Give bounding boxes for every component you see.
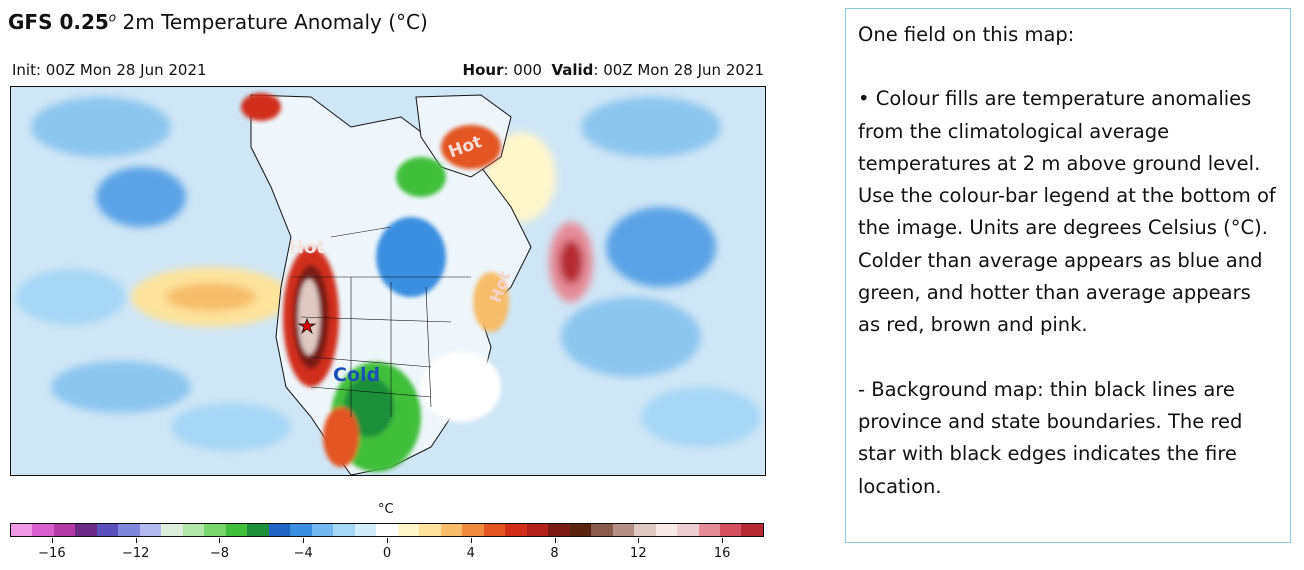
hour-label: Hour bbox=[462, 61, 504, 79]
temperature-anomaly-map: Hot Hot Hot Cold bbox=[10, 86, 766, 476]
colorbar-tick-label: −12 bbox=[121, 546, 150, 561]
colorbar-swatch bbox=[182, 524, 205, 536]
map-title: GFS 0.25o 2m Temperature Anomaly (°C) bbox=[8, 10, 428, 34]
colorbar-swatch bbox=[32, 524, 54, 536]
colorbar-swatch bbox=[677, 524, 699, 536]
anomaly-fill-ocean bbox=[16, 97, 761, 451]
colorbar-swatch bbox=[376, 524, 398, 536]
colorbar-ticks: −16 −12 −8 −4 0 4 8 12 16 bbox=[10, 538, 764, 568]
anomaly-fill-land bbox=[241, 93, 509, 472]
note-heading: One field on this map: bbox=[858, 23, 1075, 46]
colorbar-swatch bbox=[719, 524, 742, 536]
valid-value: : 00Z Mon 28 Jun 2021 bbox=[593, 61, 764, 79]
colorbar-swatch bbox=[397, 524, 420, 536]
colorbar-tick bbox=[554, 538, 556, 543]
colorbar-swatch bbox=[290, 524, 312, 536]
colorbar-swatch bbox=[75, 524, 97, 536]
colorbar-swatch bbox=[526, 524, 549, 536]
colorbar-tick bbox=[219, 538, 221, 543]
colorbar-tick bbox=[638, 538, 640, 543]
colorbar-tick-label: 0 bbox=[382, 546, 392, 561]
colorbar-swatch bbox=[53, 524, 76, 536]
colorbar-swatch bbox=[333, 524, 355, 536]
colorbar-swatch bbox=[311, 524, 334, 536]
colorbar-swatch bbox=[655, 524, 678, 536]
colorbar-swatch bbox=[247, 524, 269, 536]
colorbar-swatch bbox=[161, 524, 183, 536]
colorbar-swatch bbox=[268, 524, 291, 536]
valid-label: Valid bbox=[551, 61, 594, 79]
colorbar-swatch bbox=[204, 524, 226, 536]
colorbar-swatch bbox=[96, 524, 119, 536]
title-model: GFS 0.25 bbox=[8, 10, 109, 34]
colorbar-tick-label: −4 bbox=[293, 546, 313, 561]
explanation-panel: One field on this map: • Colour fills ar… bbox=[845, 8, 1291, 543]
colorbar-swatch bbox=[591, 524, 613, 536]
colorbar-tick-label: 12 bbox=[630, 546, 647, 561]
title-degree-sup: o bbox=[108, 10, 117, 25]
colorbar bbox=[10, 523, 764, 537]
colorbar-swatch bbox=[483, 524, 506, 536]
colorbar-tick-label: 4 bbox=[466, 546, 475, 561]
hour-value: : 000 bbox=[503, 61, 542, 79]
note-bullet: • Colour fills are temperature anomalies… bbox=[858, 87, 1276, 337]
init-time: Init: 00Z Mon 28 Jun 2021 bbox=[12, 61, 207, 79]
note-background: - Background map: thin black lines are p… bbox=[858, 377, 1243, 498]
colorbar-swatch bbox=[612, 524, 635, 536]
title-rest: 2m Temperature Anomaly (°C) bbox=[116, 10, 428, 34]
colorbar-swatch bbox=[634, 524, 656, 536]
colorbar-swatch bbox=[354, 524, 377, 536]
colorbar-swatch bbox=[419, 524, 441, 536]
colorbar-tick bbox=[135, 538, 137, 543]
colorbar-tick-label: 16 bbox=[713, 546, 731, 561]
colorbar-tick bbox=[722, 538, 724, 543]
colorbar-swatch bbox=[741, 524, 763, 536]
colorbar-swatch bbox=[505, 524, 527, 536]
colorbar-swatch bbox=[139, 524, 162, 536]
fire-location-star bbox=[297, 317, 317, 335]
colorbar-swatch bbox=[11, 524, 33, 536]
colorbar-tick bbox=[51, 538, 53, 543]
colorbar-swatch bbox=[462, 524, 484, 536]
colorbar-swatch bbox=[569, 524, 592, 536]
label-cold: Cold bbox=[333, 364, 380, 386]
colorbar-swatch bbox=[225, 524, 248, 536]
colorbar-swatch bbox=[440, 524, 463, 536]
state-boundaries bbox=[291, 226, 471, 417]
label-hot-west: Hot bbox=[289, 237, 325, 258]
colorbar-unit: °C bbox=[378, 502, 394, 517]
valid-time: Hour: 000 Valid: 00Z Mon 28 Jun 2021 bbox=[463, 61, 764, 79]
colorbar-swatch bbox=[698, 524, 720, 536]
colorbar-tick bbox=[387, 538, 388, 543]
colorbar-tick bbox=[303, 538, 305, 543]
map-graphic: Hot Hot Hot Cold bbox=[16, 93, 761, 475]
colorbar-tick-label: −16 bbox=[38, 546, 66, 561]
colorbar-tick bbox=[470, 538, 472, 543]
colorbar-tick-label: 8 bbox=[550, 546, 559, 561]
colorbar-swatch bbox=[118, 524, 140, 536]
colorbar-swatch bbox=[548, 524, 570, 536]
colorbar-tick-label: −8 bbox=[209, 546, 230, 561]
